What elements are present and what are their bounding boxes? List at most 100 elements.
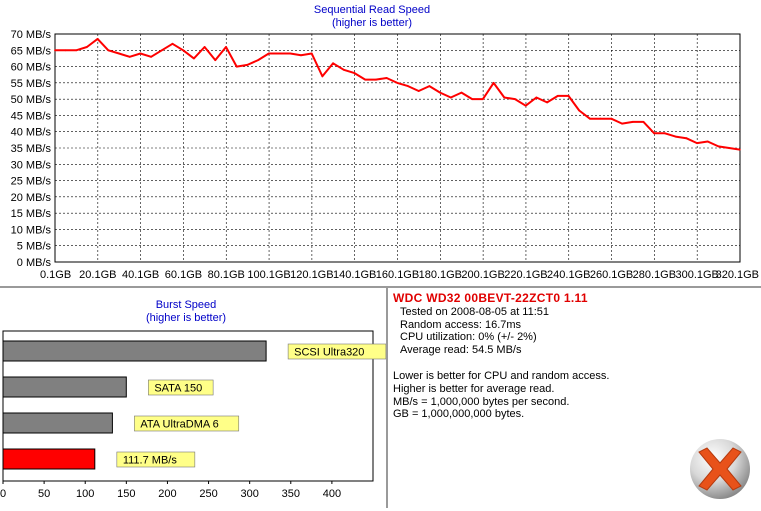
data-point — [664, 132, 666, 135]
burst-label-box — [116, 451, 196, 468]
drive-info-panel: WDC WD32 00BEVT-22ZCT0 1.11 Tested on 20… — [388, 288, 761, 508]
chart-title: Sequential Read Speed — [314, 4, 430, 16]
y-tick-label: 45 MB/s — [11, 110, 52, 122]
chart-subtitle: (higher is better) — [332, 17, 412, 29]
burst-label: 111.7 MB/s — [123, 455, 178, 467]
burst-bar — [2, 448, 96, 470]
data-point — [96, 38, 99, 40]
burst-bars: SCSI Ultra320 SATA 150 ATA UltraDMA 6 111.7… — [2, 340, 387, 470]
x-tick-label: 0.1GB — [40, 269, 71, 281]
x-tick-label: 140.1GB — [333, 269, 376, 281]
y-tick-label: 15 MB/s — [11, 208, 52, 220]
note-mbs: MB/s = 1,000,000 bytes per second. — [393, 395, 570, 408]
y-tick-label: 50 MB/s — [11, 94, 52, 106]
x-tick-label: 60.1GB — [165, 269, 202, 281]
y-tick-label: 55 MB/s — [11, 78, 52, 90]
data-point — [267, 52, 270, 55]
data-point — [353, 72, 356, 74]
data-point — [385, 77, 388, 79]
x-tick-label: 80.1GB — [208, 269, 245, 281]
data-point — [342, 68, 345, 71]
data-point — [578, 109, 581, 112]
burst-label-box — [134, 415, 240, 432]
data-point — [257, 59, 259, 61]
data-point — [160, 49, 163, 52]
burst-tick-label: 50 — [38, 488, 50, 500]
notes-block: Lower is better for CPU and random acces… — [393, 370, 761, 421]
data-point — [150, 55, 153, 58]
burst-tick-label: 200 — [158, 488, 176, 500]
burst-bar — [2, 412, 113, 434]
data-point — [54, 49, 56, 52]
data-point — [589, 117, 591, 120]
y-tick-label: 20 MB/s — [11, 192, 52, 204]
x-tick-label: 300.1GB — [675, 269, 718, 281]
x-tick-label: 240.1GB — [547, 269, 590, 281]
data-point — [246, 64, 249, 66]
data-point — [171, 42, 174, 45]
y-tick-label: 30 MB/s — [11, 159, 52, 171]
data-point — [75, 49, 78, 52]
panel-splitter — [386, 288, 388, 508]
burst-tick-label: 150 — [117, 488, 135, 500]
data-point — [621, 122, 623, 125]
x-axis-ticks: 0.1GB 20.1GB 40.1GB 60.1GB 80.1GB 100.1GB 120.… — [40, 269, 759, 281]
data-point — [503, 96, 506, 99]
data-point — [407, 85, 409, 87]
burst-label-box — [148, 379, 214, 396]
data-point — [482, 98, 484, 100]
burst-tick-label: 350 — [282, 488, 300, 500]
data-point — [214, 59, 217, 61]
data-point — [107, 49, 110, 52]
note-gb: GB = 1,000,000,000 bytes. — [393, 408, 525, 421]
y-tick-label: 35 MB/s — [11, 143, 52, 155]
x-tick-label: 320.1GB — [716, 269, 759, 281]
data-point — [449, 96, 452, 99]
burst-bar — [2, 376, 127, 398]
data-point — [685, 137, 688, 140]
data-point — [642, 121, 645, 123]
note-average: Higher is better for average read. — [393, 382, 555, 395]
burst-tick-label: 300 — [240, 488, 258, 500]
burst-title: Burst Speed — [156, 299, 217, 311]
data-point — [86, 46, 88, 48]
data-point — [460, 91, 463, 94]
random-access-line: Random access: 16.7ms — [400, 318, 522, 331]
data-point — [599, 117, 602, 120]
burst-x-axis-ticks: 0 50 100 150 200 250 300 350 400 — [0, 481, 341, 500]
data-point — [738, 148, 741, 151]
x-tick-label: 100.1GB — [247, 269, 290, 281]
data-point — [128, 55, 131, 58]
data-point — [653, 132, 656, 135]
drive-model-title: WDC WD32 00BEVT-22ZCT0 1.11 — [393, 291, 588, 305]
cpu-utilization-line: CPU utilization: 0% (+/- 2%) — [400, 331, 537, 344]
data-point — [321, 75, 324, 78]
data-point — [278, 52, 281, 55]
x-tick-label: 20.1GB — [79, 269, 116, 281]
x-tick-label: 160.1GB — [376, 269, 419, 281]
data-point — [300, 54, 302, 57]
data-point — [225, 46, 227, 48]
burst-label: SCSI Ultra320 — [294, 347, 364, 359]
burst-tick-label: 0 — [0, 488, 6, 500]
y-tick-label: 40 MB/s — [11, 127, 52, 139]
x-ball-logo-icon — [690, 439, 750, 499]
data-point — [428, 85, 431, 87]
data-point — [64, 49, 67, 52]
y-axis-ticks: 0 MB/s 5 MB/s 10 MB/s 15 MB/s 20 MB/s 25 MB/s… — [11, 29, 52, 269]
y-tick-label: 70 MB/s — [11, 29, 52, 41]
burst-tick-label: 100 — [76, 488, 94, 500]
y-tick-label: 25 MB/s — [11, 176, 52, 188]
y-tick-label: 0 MB/s — [17, 257, 52, 269]
burst-label-box — [287, 343, 387, 360]
data-point — [375, 78, 377, 81]
sequential-read-panel: Sequential Read Speed (higher is better)… — [10, 4, 759, 281]
y-tick-label: 10 MB/s — [11, 224, 52, 236]
data-point — [439, 91, 441, 94]
panel-divider — [0, 286, 761, 288]
data-point — [193, 57, 195, 60]
data-point — [610, 117, 613, 120]
burst-subtitle: (higher is better) — [146, 312, 226, 324]
data-point — [717, 145, 720, 148]
data-point — [139, 52, 142, 55]
